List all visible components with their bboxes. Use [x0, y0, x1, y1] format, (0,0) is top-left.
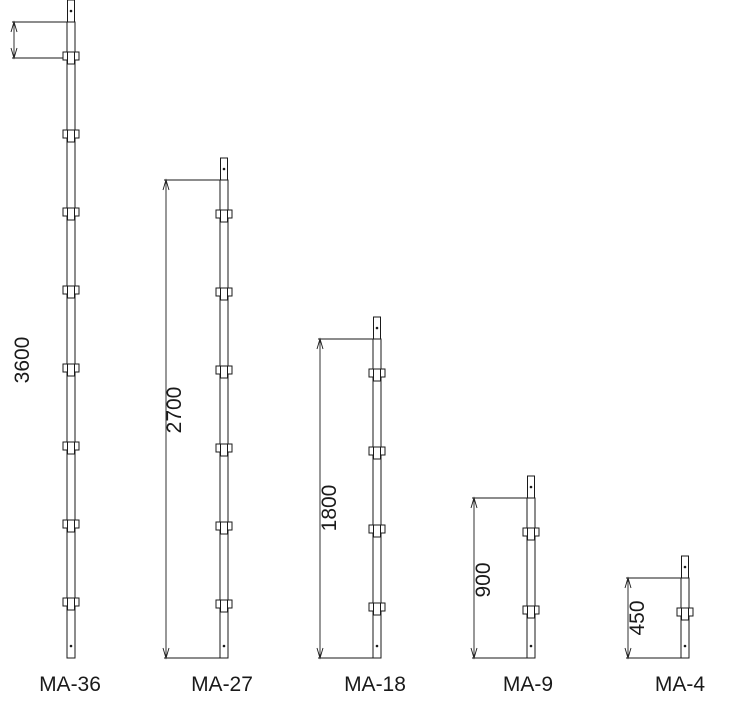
ring-wedge — [67, 519, 75, 533]
base-pin-hole — [375, 644, 379, 648]
dimension-arrow-top — [316, 337, 324, 350]
vertical-post-ma-18 — [368, 316, 386, 659]
model-label-ma-27: MA-27 — [191, 673, 253, 696]
post-group-ma-9: 900 MA-9 — [470, 475, 553, 696]
rosette-ring — [62, 207, 80, 221]
dimension-label-ma-36: 3600 — [11, 337, 34, 384]
model-label-ma-18: MA-18 — [344, 673, 406, 696]
rosette-ring — [368, 602, 386, 616]
base-pin-hole — [69, 644, 73, 648]
rosette-ring — [215, 521, 233, 535]
dimension-label-ma-4: 450 — [626, 600, 649, 635]
ring-wedge — [681, 607, 689, 621]
ring-wedge — [373, 368, 381, 382]
rosette-ring — [676, 607, 694, 621]
dimension-arrow-bottom — [624, 647, 632, 660]
post-tube — [219, 179, 229, 659]
rosette-ring — [368, 446, 386, 460]
rosette-ring — [215, 443, 233, 457]
ring-wedge — [220, 287, 228, 301]
model-label-ma-36: MA-36 — [39, 673, 101, 696]
spigot-pin-hole — [222, 167, 226, 171]
rosette-ring — [62, 51, 80, 65]
ring-wedge — [67, 363, 75, 377]
rosette-ring — [522, 605, 540, 619]
dimension-arrow-bottom — [470, 647, 478, 660]
base-pin-hole — [529, 644, 533, 648]
spigot-pin-hole — [69, 9, 73, 13]
dimension-arrow-top — [10, 20, 18, 33]
post-group-ma-36: 3600 MA-36 — [10, 0, 101, 696]
rosette-ring — [368, 368, 386, 382]
post-group-ma-27: 2700 MA-27 — [162, 157, 253, 696]
ring-wedge — [373, 524, 381, 538]
base-pin-hole — [222, 644, 226, 648]
dimension-line-ma-18 — [316, 337, 377, 660]
rosette-ring — [215, 365, 233, 379]
dimension-line-ma-4 — [624, 576, 684, 660]
dimension-arrow-bottom — [162, 647, 170, 660]
post-tube — [372, 338, 382, 659]
ring-wedge — [67, 441, 75, 455]
dimension-arrow-top — [470, 496, 478, 509]
rosette-ring — [62, 597, 80, 611]
ring-wedge — [67, 51, 75, 65]
ring-wedge — [220, 599, 228, 613]
vertical-post-ma-9 — [522, 475, 540, 659]
rosette-ring — [62, 441, 80, 455]
model-label-ma-4: MA-4 — [655, 673, 705, 696]
ring-wedge — [67, 597, 75, 611]
ring-wedge — [220, 209, 228, 223]
dimension-arrow-top — [624, 576, 632, 589]
ring-wedge — [527, 605, 535, 619]
ring-wedge — [373, 602, 381, 616]
model-label-ma-9: MA-9 — [503, 673, 553, 696]
ring-wedge — [527, 527, 535, 541]
dimension-label-ma-27: 2700 — [163, 387, 186, 434]
rosette-ring — [62, 285, 80, 299]
dimension-line-ma-27 — [162, 178, 224, 660]
dimension-label-ma-18: 1800 — [318, 485, 341, 532]
ring-wedge — [220, 365, 228, 379]
post-tube — [526, 497, 536, 659]
ring-wedge — [67, 207, 75, 221]
rosette-ring — [522, 527, 540, 541]
spigot-pin-hole — [375, 326, 379, 330]
dimension-arrow-bottom — [10, 47, 18, 60]
spigot-pin-hole — [529, 485, 533, 489]
rosette-ring — [215, 209, 233, 223]
vertical-post-ma-27 — [215, 157, 233, 659]
post-group-ma-18: 1800 MA-18 — [316, 316, 406, 696]
post-tube — [66, 21, 76, 659]
spigot-pin-hole — [683, 565, 687, 569]
dimension-arrow-bottom — [316, 647, 324, 660]
vertical-post-ma-4 — [676, 555, 694, 659]
rosette-ring — [62, 519, 80, 533]
base-pin-hole — [683, 644, 687, 648]
rosette-ring — [62, 129, 80, 143]
ring-wedge — [220, 443, 228, 457]
dimension-label-ma-9: 900 — [472, 562, 495, 597]
ring-wedge — [67, 129, 75, 143]
post-group-ma-4: 450 MA-4 — [624, 555, 705, 696]
rosette-ring — [215, 599, 233, 613]
vertical-post-ma-36 — [62, 0, 80, 659]
rosette-ring — [215, 287, 233, 301]
dimension-arrow-top — [162, 178, 170, 191]
dimension-line-ma-9 — [470, 496, 530, 660]
ring-wedge — [373, 446, 381, 460]
rosette-ring — [62, 363, 80, 377]
rosette-ring — [368, 524, 386, 538]
ring-wedge — [67, 285, 75, 299]
ring-wedge — [220, 521, 228, 535]
